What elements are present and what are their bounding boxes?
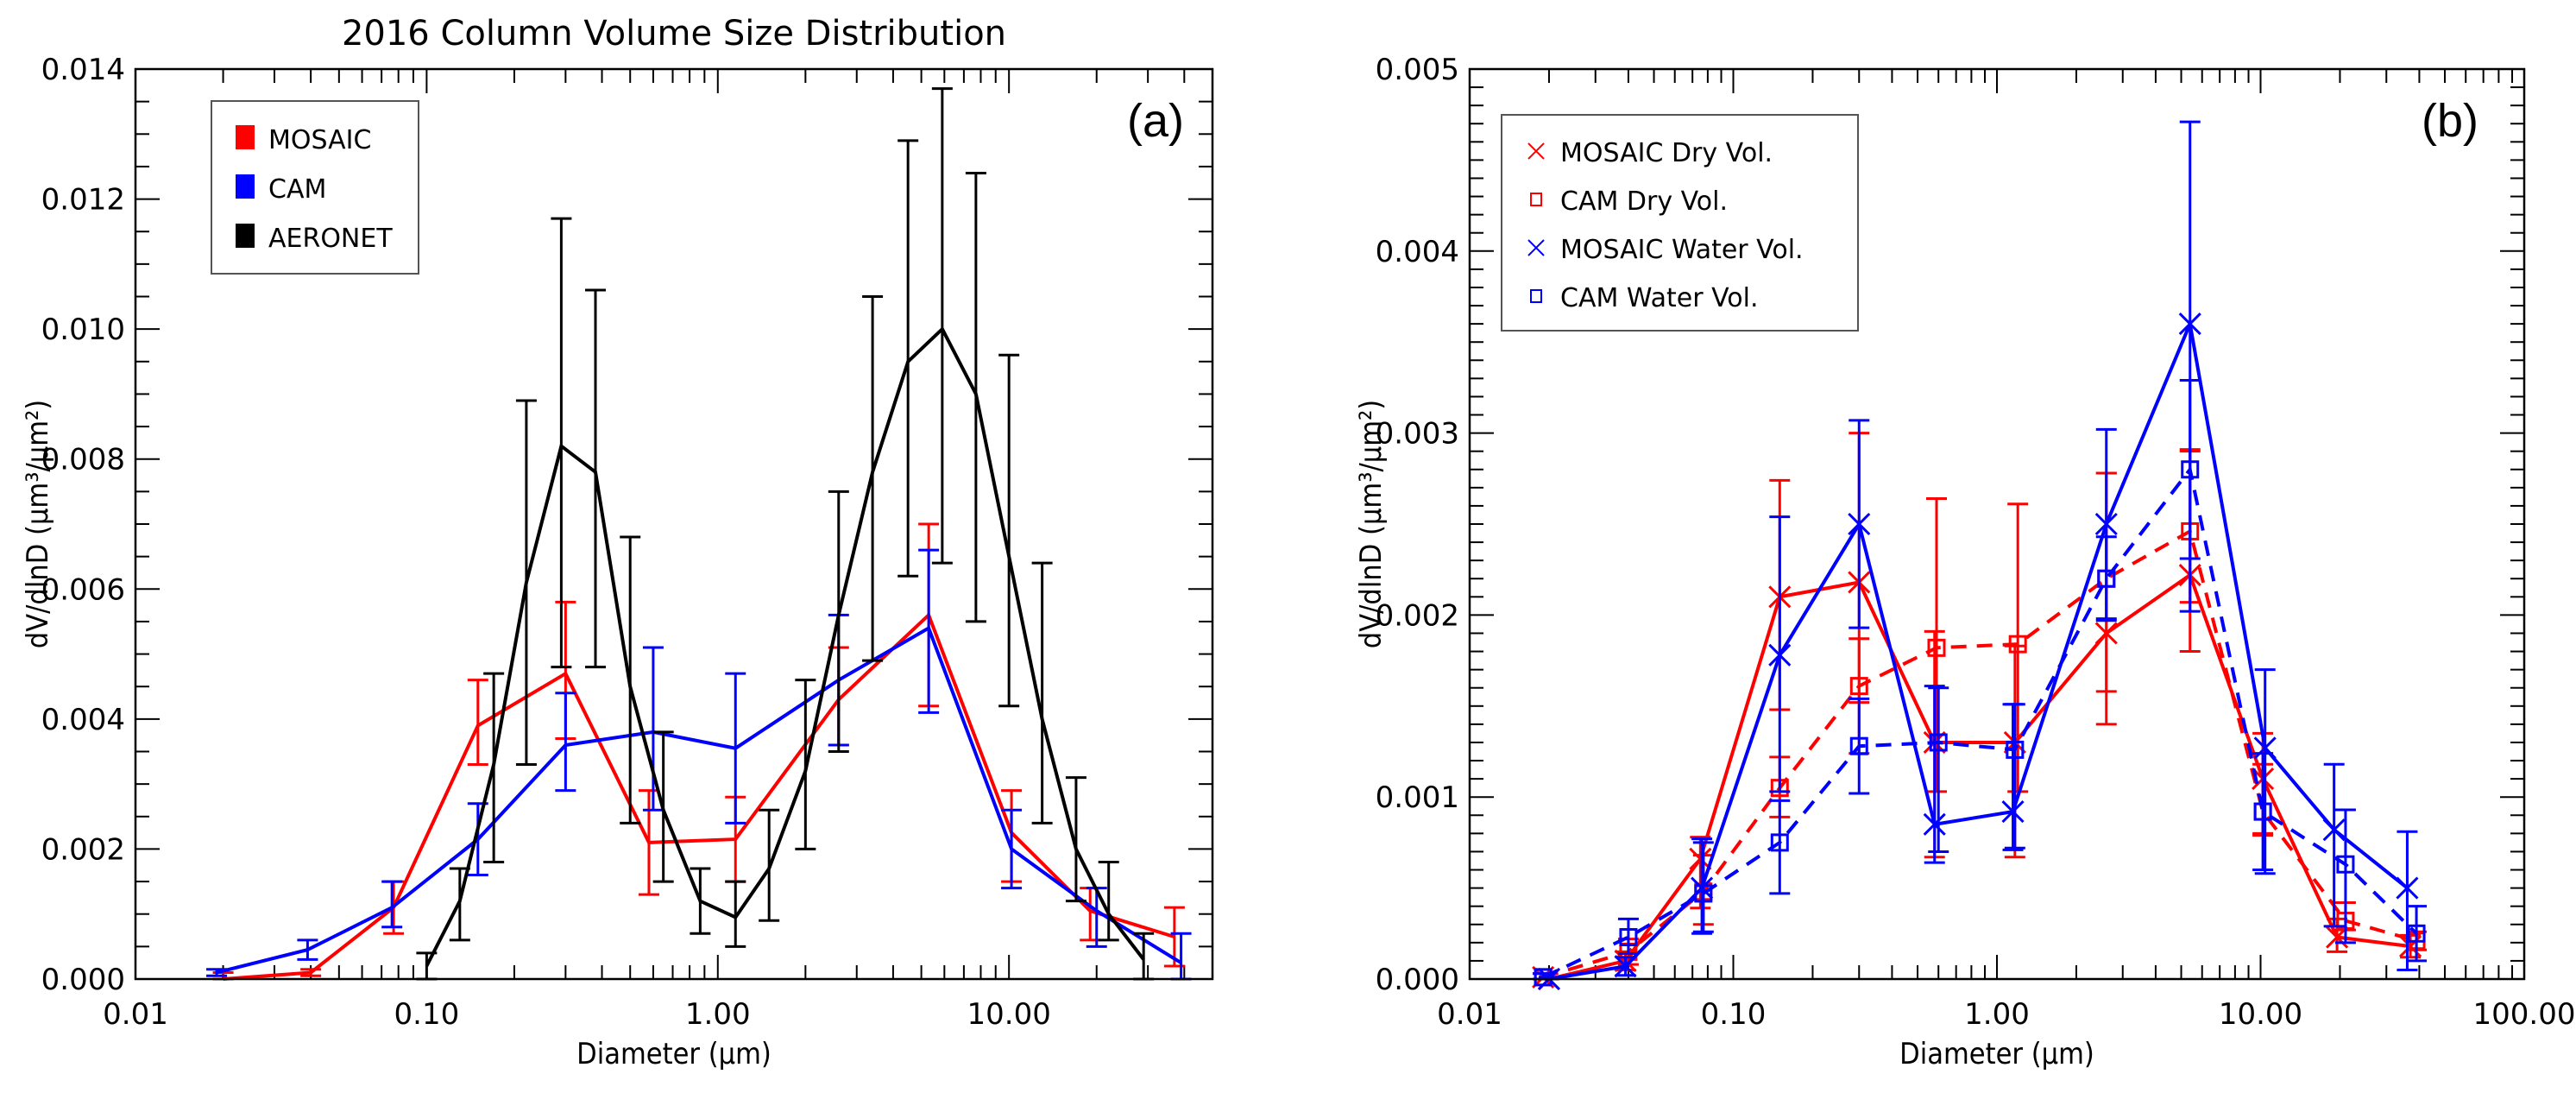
data-point <box>1849 677 1868 696</box>
legend-label: MOSAIC Water Vol. <box>1560 235 1804 265</box>
data-point <box>1694 884 1713 903</box>
panel-b: 0.01 0.10 1.00 10.00 100.00 0.000 0.001 0.002 0.… <box>1354 53 2575 1071</box>
x-tick-label: 1.00 <box>1964 997 2030 1032</box>
data-point <box>2094 512 2118 536</box>
data-point <box>1849 736 1868 755</box>
legend-label: MOSAIC Dry Vol. <box>1560 138 1773 168</box>
x-tick-label: 10.00 <box>967 997 1051 1032</box>
plot-frame <box>1468 67 2526 981</box>
legend-entry: CAM <box>236 174 326 205</box>
legend-label: CAM Dry Vol. <box>1560 186 1728 217</box>
y-axis-title: dV/dlnD (μm³/μm²) <box>1354 400 1389 648</box>
legend: MOSAIC Dry Vol. CAM Dry Vol. MOSAIC Water … <box>1501 114 1859 332</box>
data-point <box>1534 968 1553 987</box>
data-point <box>2001 800 2025 824</box>
panel-a: 0.01 0.10 1.00 10.00 0.000 0.002 0.004 0.006 0.0… <box>21 53 1214 1071</box>
data-point <box>2407 924 2426 943</box>
legend-entry: MOSAIC <box>236 125 371 155</box>
y-axis-title: dV/dlnD (μm³/μm²) <box>21 400 55 648</box>
x-tick-label: 0.01 <box>1437 997 1502 1032</box>
legend-swatch <box>236 174 255 199</box>
data-point <box>2178 313 2201 336</box>
x-tick-label: 0.10 <box>394 997 460 1032</box>
legend-marker-x-icon <box>1527 239 1545 256</box>
data-point <box>1614 955 1637 978</box>
chart-title: 2016 Column Volume Size Distribution <box>342 14 1006 54</box>
y-tick-label: 0.008 <box>41 443 125 477</box>
y-tick-label: 0.010 <box>41 313 125 347</box>
data-point <box>1923 812 1946 836</box>
legend-label: AERONET <box>268 224 393 254</box>
series-line <box>223 611 1175 981</box>
y-tick-label: 0.006 <box>41 572 125 607</box>
panel-label: (a) <box>1127 95 1184 147</box>
data-point <box>1848 512 1871 536</box>
data-point <box>2253 736 2277 760</box>
data-point <box>1768 643 1792 667</box>
series-mosaic-dry-vol <box>1532 432 2422 991</box>
data-point <box>1929 733 1948 752</box>
y-tick-label: 0.001 <box>1376 780 1459 815</box>
plot-frame <box>134 67 1214 981</box>
series-line <box>425 325 1145 967</box>
series-cam <box>206 548 1192 981</box>
data-point <box>1927 638 1946 657</box>
series-line <box>1542 465 2418 979</box>
y-tick-label: 0.003 <box>1376 417 1459 452</box>
y-tick-label: 0.000 <box>1376 963 1459 997</box>
x-tick-label: 1.00 <box>685 997 751 1032</box>
y-tick-label: 0.012 <box>41 183 125 218</box>
legend-swatch <box>236 125 255 149</box>
data-point <box>2322 818 2346 842</box>
data-point <box>2006 740 2025 759</box>
legend-entry: CAM Water Vol. <box>1530 283 1759 313</box>
legend-entry: CAM Dry Vol. <box>1530 186 1728 217</box>
legend-swatch <box>236 224 255 248</box>
y-tick-label: 0.004 <box>1376 235 1459 269</box>
data-point <box>1770 833 1789 852</box>
y-tick-label: 0.000 <box>41 963 125 997</box>
x-tick-label: 100.00 <box>2473 997 2576 1032</box>
y-tick-label: 0.005 <box>1376 53 1459 87</box>
series-line <box>1542 528 2417 979</box>
data-point <box>2181 460 2200 479</box>
panel-label: (b) <box>2422 95 2478 147</box>
legend-marker-square-icon <box>1530 193 1542 206</box>
data-point <box>2253 802 2272 821</box>
series-aeronet <box>416 87 1155 981</box>
legend-entry: AERONET <box>236 224 393 254</box>
x-tick-label: 0.10 <box>1701 997 1767 1032</box>
data-point <box>1689 847 1712 870</box>
data-point <box>2008 635 2027 654</box>
series-cam-water-vol <box>1533 378 2428 987</box>
y-tick-label: 0.002 <box>1376 598 1459 633</box>
series-mosaic <box>212 522 1185 981</box>
data-point <box>1619 928 1638 947</box>
x-tick-label: 0.01 <box>103 997 168 1032</box>
series-line <box>1548 318 2409 981</box>
data-point <box>2336 855 2355 874</box>
x-axis-title: Diameter (μm) <box>1899 1037 2094 1071</box>
y-tick-label: 0.002 <box>41 832 125 867</box>
legend-label: MOSAIC <box>268 125 371 155</box>
legend-marker-x-icon <box>1527 142 1545 160</box>
legend-marker-square-icon <box>1530 289 1542 303</box>
legend-entry: MOSAIC Water Vol. <box>1527 235 1804 265</box>
legend-label: CAM <box>268 174 326 205</box>
legend-label: CAM Water Vol. <box>1560 283 1759 313</box>
legend-entry: MOSAIC Dry Vol. <box>1527 138 1773 168</box>
x-tick-label: 10.00 <box>2219 997 2302 1032</box>
legend-box <box>1501 114 1859 332</box>
data-point <box>2396 876 2419 900</box>
y-tick-label: 0.004 <box>41 703 125 737</box>
legend: MOSAIC CAM AERONET <box>211 100 419 275</box>
y-tick-label: 0.014 <box>41 53 125 87</box>
data-point <box>2097 569 2116 588</box>
series-line <box>216 625 1182 975</box>
x-axis-title: Diameter (μm) <box>576 1037 772 1071</box>
